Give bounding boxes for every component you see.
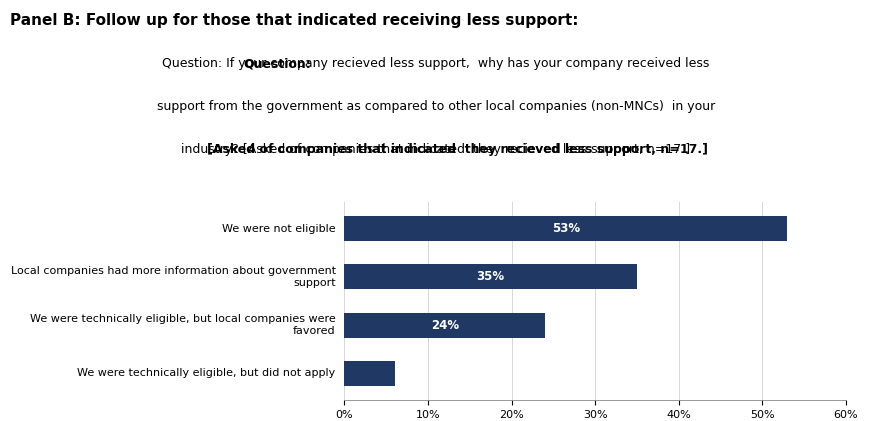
Text: Local companies had more information about government
support: Local companies had more information abo… <box>10 266 336 288</box>
Bar <box>344 216 787 241</box>
Text: Panel B: Follow up for those that indicated receiving less support:: Panel B: Follow up for those that indica… <box>10 13 579 28</box>
Bar <box>344 264 637 289</box>
Text: industry? [Asked of companies that indicated  they recieved less support, n=17.]: industry? [Asked of companies that indic… <box>181 143 691 156</box>
Text: support from the government as compared to other local companies (non-MNCs)  in : support from the government as compared … <box>157 100 715 113</box>
Text: Question: If your company recieved less support,  why has your company received : Question: If your company recieved less … <box>162 57 710 70</box>
Text: 6%: 6% <box>399 367 419 380</box>
Text: We were technically eligible, but did not apply: We were technically eligible, but did no… <box>78 368 336 378</box>
Text: [Asked of companies that indicated  they recieved less support, n=17.]: [Asked of companies that indicated they … <box>207 143 708 156</box>
Text: 53%: 53% <box>552 222 580 235</box>
Text: 24%: 24% <box>431 319 459 332</box>
Text: We were technically eligible, but local companies were
favored: We were technically eligible, but local … <box>30 314 336 336</box>
Bar <box>344 313 545 338</box>
Text: Question:: Question: <box>243 57 311 70</box>
Bar <box>344 361 394 386</box>
Text: 35%: 35% <box>477 270 505 283</box>
Text: We were not eligible: We were not eligible <box>222 224 336 234</box>
